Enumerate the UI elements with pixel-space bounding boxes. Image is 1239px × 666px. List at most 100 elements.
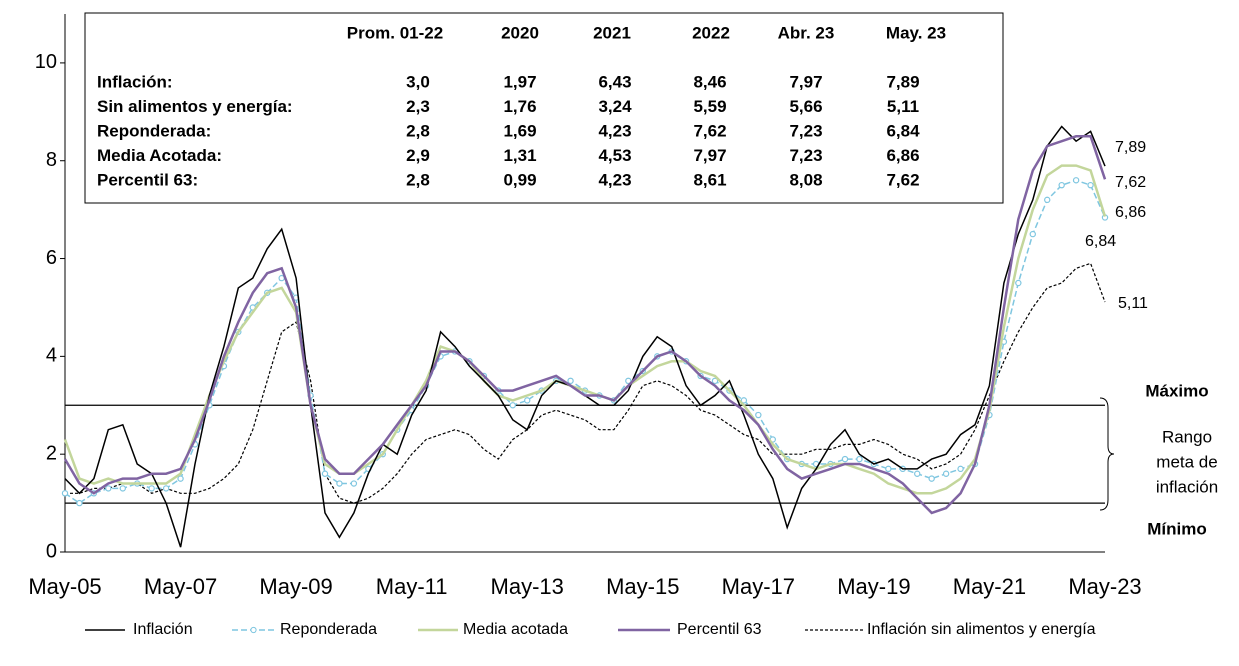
table-cell: 3,24	[598, 97, 632, 116]
range-brace	[1099, 397, 1115, 511]
table-row-label: Media Acotada:	[97, 146, 222, 165]
range-annotation: meta de	[1156, 452, 1217, 471]
legend-label: Inflación	[133, 621, 193, 638]
table-cell: 6,86	[886, 146, 919, 165]
series-marker	[1072, 177, 1080, 184]
y-tick-label: 0	[46, 540, 57, 562]
table-cell: 5,66	[789, 97, 822, 116]
series-marker	[524, 397, 531, 404]
reference-label: Mínimo	[1147, 519, 1207, 538]
series-marker	[567, 377, 574, 385]
series-marker	[148, 485, 155, 492]
series-line	[64, 179, 1106, 505]
table-row-label: Percentil 63:	[97, 170, 198, 189]
series-marker	[336, 480, 343, 487]
table-cell: 7,97	[693, 146, 726, 165]
table-cell: 8,08	[789, 170, 822, 189]
table-cell: 2,9	[406, 146, 430, 165]
table-cell: 4,23	[598, 170, 631, 189]
x-tick-label: May-09	[259, 574, 332, 599]
range-annotation: Rango	[1162, 427, 1212, 446]
table-header: May. 23	[886, 23, 946, 42]
y-tick-label: 10	[35, 51, 57, 73]
series-marker	[942, 470, 950, 477]
end-label: 6,84	[1085, 233, 1116, 250]
table-cell: 1,97	[503, 72, 536, 91]
series-marker	[119, 485, 126, 492]
table-cell: 3,0	[406, 72, 430, 91]
series-marker	[1029, 230, 1036, 238]
end-label: 7,62	[1115, 174, 1146, 191]
x-tick-label: May-05	[28, 574, 101, 599]
series-marker	[957, 465, 964, 473]
reference-label: Máximo	[1145, 381, 1208, 400]
x-tick-label: May-19	[837, 574, 910, 599]
table-cell: 2,3	[406, 97, 430, 116]
x-tick-label: May-11	[376, 574, 448, 599]
end-label: 6,86	[1115, 204, 1146, 221]
x-tick-label: May-07	[144, 574, 217, 599]
x-tick-label: May-17	[722, 574, 795, 599]
table-cell: 5,11	[887, 97, 919, 116]
y-tick-label: 8	[46, 149, 57, 171]
series-line	[65, 262, 1106, 504]
series-marker	[177, 475, 184, 482]
table-row-label: Reponderada:	[97, 121, 211, 140]
table-cell: 5,59	[693, 97, 726, 116]
end-label: 7,89	[1115, 139, 1146, 156]
table-cell: 8,61	[693, 170, 726, 189]
series-marker	[350, 480, 358, 487]
series-line	[63, 135, 1107, 515]
table-cell: 4,53	[598, 146, 631, 165]
series-marker	[61, 490, 69, 497]
series-marker	[509, 402, 516, 409]
table-cell: 7,23	[789, 121, 822, 140]
end-label: 5,11	[1118, 295, 1148, 312]
x-tick-label: May-15	[606, 574, 679, 599]
series-marker	[885, 465, 892, 473]
table-header: Abr. 23	[778, 23, 835, 42]
x-tick-label: May-23	[1068, 574, 1141, 599]
table-row-label: Inflación:	[97, 72, 173, 91]
series-marker	[755, 411, 762, 419]
series-marker	[1058, 181, 1065, 189]
legend-label: Inflación sin alimentos y energía	[867, 621, 1096, 638]
series-marker	[1015, 279, 1022, 287]
table-cell: 7,23	[789, 146, 822, 165]
table-header: Prom. 01-22	[347, 23, 443, 42]
legend-label: Media acotada	[463, 621, 568, 638]
legend-label: Reponderada	[280, 621, 377, 638]
table-row-label: Sin alimentos y energía:	[97, 97, 293, 116]
table-cell: 6,84	[886, 121, 920, 140]
series-marker	[928, 475, 935, 482]
table-header: 2021	[593, 23, 631, 42]
x-tick-label: May-13	[491, 574, 564, 599]
series-marker	[76, 499, 83, 507]
range-annotation: inflación	[1156, 477, 1218, 496]
table-cell: 8,46	[693, 72, 726, 91]
legend-label: Percentil 63	[677, 621, 762, 638]
series-marker	[162, 485, 170, 492]
y-tick-label: 2	[46, 442, 57, 464]
table-cell: 7,62	[693, 121, 726, 140]
table-cell: 7,97	[789, 72, 822, 91]
table-header: 2020	[501, 23, 539, 42]
table-cell: 2,8	[406, 170, 430, 189]
series-marker	[321, 470, 329, 477]
table-header: 2022	[692, 23, 730, 42]
y-tick-label: 4	[46, 345, 57, 367]
table-cell: 7,89	[886, 72, 919, 91]
series-line	[63, 164, 1107, 495]
series-marker	[856, 455, 863, 463]
table-cell: 6,43	[598, 72, 631, 91]
series-marker	[1087, 181, 1094, 189]
series-marker	[625, 377, 632, 385]
table-cell: 7,62	[886, 170, 919, 189]
table-cell: 4,23	[598, 121, 631, 140]
table-cell: 2,8	[406, 121, 430, 140]
x-tick-label: May-21	[953, 574, 1026, 599]
series-marker	[841, 455, 849, 463]
table-cell: 1,76	[503, 97, 536, 116]
series-marker	[105, 485, 112, 492]
